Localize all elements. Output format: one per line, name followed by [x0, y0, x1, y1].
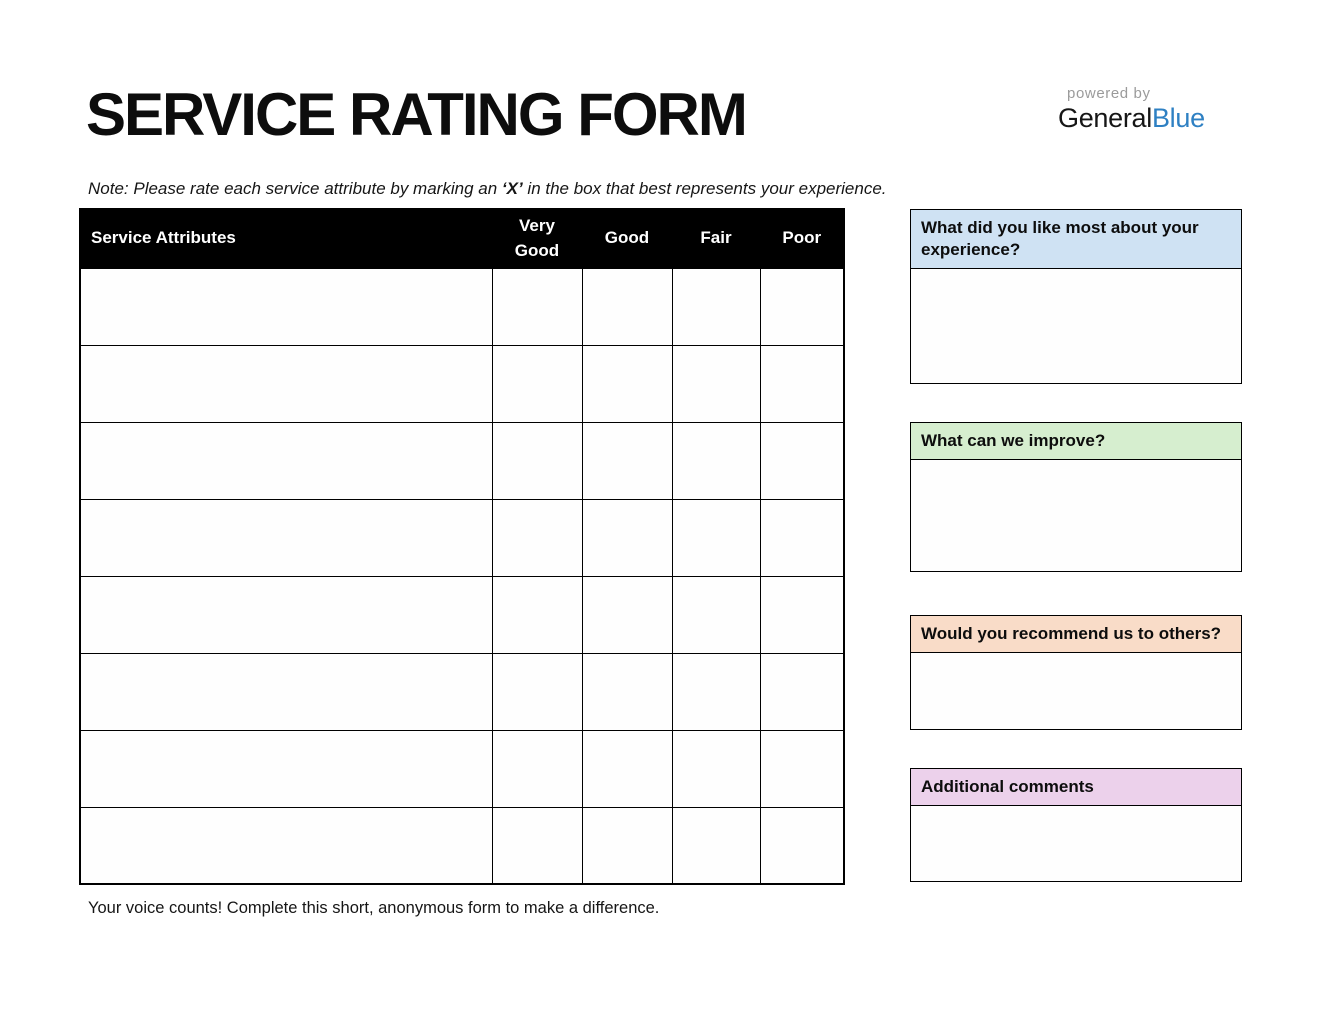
footer-note: Your voice counts! Complete this short, …	[88, 899, 660, 917]
table-row	[79, 575, 845, 654]
rating-cell[interactable]	[581, 267, 673, 346]
instruction-note-suffix: in the box that best represents your exp…	[522, 179, 887, 198]
rating-cell[interactable]	[671, 344, 761, 423]
feedback-box-recommend: Would you recommend us to others?	[910, 615, 1242, 731]
rating-cell[interactable]	[581, 652, 673, 731]
rating-cell[interactable]	[671, 421, 761, 500]
page-title: SERVICE RATING FORM	[86, 81, 748, 148]
powered-by-label: powered by	[1067, 85, 1151, 102]
rating-cell[interactable]	[491, 344, 583, 423]
attribute-cell[interactable]	[79, 729, 493, 808]
rating-cell[interactable]	[581, 729, 673, 808]
feedback-box-improve-input[interactable]	[911, 460, 1241, 572]
rating-cell[interactable]	[491, 421, 583, 500]
feedback-box-recommend-input[interactable]	[911, 653, 1241, 730]
table-row	[79, 806, 845, 885]
table-row	[79, 267, 845, 346]
attribute-cell[interactable]	[79, 421, 493, 500]
generalblue-logo: powered by GeneralBlue	[1058, 85, 1228, 134]
column-header-good: Good	[581, 208, 673, 269]
rating-cell[interactable]	[759, 575, 845, 654]
feedback-box-additional-comments-input[interactable]	[911, 806, 1241, 882]
attribute-cell[interactable]	[79, 344, 493, 423]
feedback-box-like-most: What did you like most about your experi…	[910, 209, 1242, 385]
feedback-box-improve: What can we improve?	[910, 422, 1242, 573]
attribute-cell[interactable]	[79, 652, 493, 731]
rating-cell[interactable]	[491, 806, 583, 885]
rating-cell[interactable]	[759, 267, 845, 346]
rating-cell[interactable]	[491, 652, 583, 731]
rating-cell[interactable]	[491, 267, 583, 346]
rating-cell[interactable]	[581, 498, 673, 577]
rating-cell[interactable]	[581, 575, 673, 654]
feedback-box-additional-comments: Additional comments	[910, 768, 1242, 883]
table-row	[79, 652, 845, 731]
rating-cell[interactable]	[581, 806, 673, 885]
rating-cell[interactable]	[759, 421, 845, 500]
rating-cell[interactable]	[759, 729, 845, 808]
rating-cell[interactable]	[759, 652, 845, 731]
feedback-box-additional-comments-label: Additional comments	[911, 769, 1241, 807]
brand-name-blue: Blue	[1151, 103, 1205, 133]
column-header-service-attributes: Service Attributes	[79, 208, 493, 269]
rating-cell[interactable]	[491, 575, 583, 654]
feedback-box-like-most-input[interactable]	[911, 269, 1241, 384]
rating-cell[interactable]	[759, 344, 845, 423]
brand-name: GeneralBlue	[1058, 103, 1228, 134]
feedback-box-improve-label: What can we improve?	[911, 423, 1241, 461]
attribute-cell[interactable]	[79, 806, 493, 885]
table-row	[79, 344, 845, 423]
column-header-poor: Poor	[759, 208, 845, 269]
instruction-note-prefix: Note: Please rate each service attribute…	[88, 179, 502, 198]
column-header-fair: Fair	[671, 208, 761, 269]
rating-cell[interactable]	[671, 652, 761, 731]
rating-cell[interactable]	[671, 267, 761, 346]
rating-cell[interactable]	[491, 729, 583, 808]
feedback-box-like-most-label: What did you like most about your experi…	[911, 210, 1241, 270]
rating-cell[interactable]	[491, 498, 583, 577]
rating-table: Service Attributes Very Good Good Fair P…	[79, 208, 845, 885]
rating-cell[interactable]	[671, 498, 761, 577]
rating-cell[interactable]	[581, 421, 673, 500]
rating-cell[interactable]	[671, 729, 761, 808]
rating-cell[interactable]	[671, 575, 761, 654]
attribute-cell[interactable]	[79, 498, 493, 577]
instruction-note-emphasis: ‘X’	[501, 179, 523, 198]
instruction-note: Note: Please rate each service attribute…	[88, 179, 887, 199]
brand-name-general: General	[1058, 103, 1152, 133]
rating-cell[interactable]	[759, 806, 845, 885]
column-header-very-good: Very Good	[491, 208, 583, 269]
table-row	[79, 729, 845, 808]
attribute-cell[interactable]	[79, 575, 493, 654]
table-header-row: Service Attributes Very Good Good Fair P…	[79, 208, 845, 269]
feedback-box-recommend-label: Would you recommend us to others?	[911, 616, 1241, 654]
table-row	[79, 421, 845, 500]
rating-cell[interactable]	[759, 498, 845, 577]
rating-cell[interactable]	[581, 344, 673, 423]
rating-cell[interactable]	[671, 806, 761, 885]
attribute-cell[interactable]	[79, 267, 493, 346]
table-row	[79, 498, 845, 577]
